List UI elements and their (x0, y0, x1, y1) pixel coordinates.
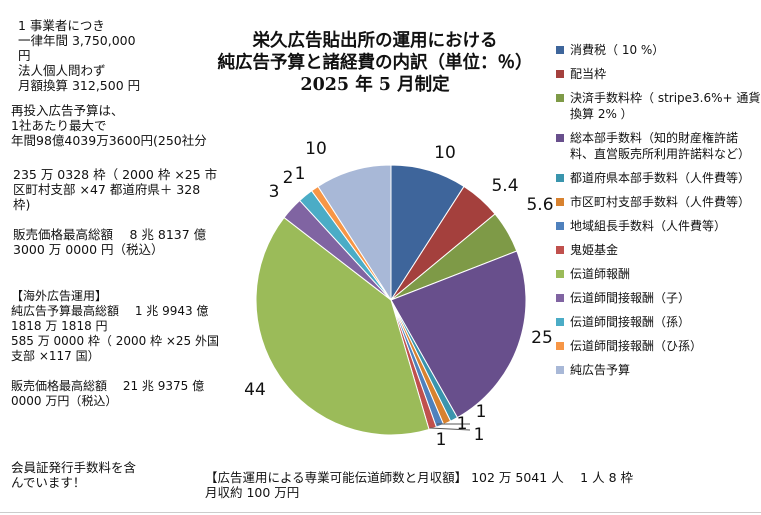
legend-swatch (556, 70, 564, 78)
legend-item: 伝道師報酬 (556, 266, 761, 282)
legend-item: 配当枠 (556, 66, 761, 82)
chart-title: 栄久広告貼出所の運用における 純広告予算と諸経費の内訳（単位：％） 2025 年… (217, 31, 533, 95)
legend-swatch (556, 366, 564, 374)
legend-label: 都道府県本部手数料（人件費等） (570, 171, 751, 185)
pie-slice (390, 250, 527, 419)
legend-item: 都道府県本部手数料（人件費等） (556, 170, 761, 186)
legend-swatch (556, 294, 564, 302)
leader-line (429, 427, 471, 431)
legend-item: 純広告予算 (556, 362, 761, 378)
data-label: 1 (475, 402, 487, 422)
legend-item: 総本部手数料（知的財産権許諾料、直営販売所利用許諾料など） (556, 130, 761, 162)
pie-slice (255, 216, 430, 436)
legend-item: 市区町村支部手数料（人件費等） (556, 194, 761, 210)
legend-item: 伝道師間接報酬（孫） (556, 314, 761, 330)
legend-label: 鬼姫基金 (570, 243, 619, 257)
legend-swatch (556, 46, 564, 54)
legend-item: 伝道師間接報酬（ひ孫） (556, 338, 761, 354)
legend-label: 伝道師報酬 (570, 267, 631, 281)
sales-note: 販売価格最高総額 8 兆 8137 億 3000 万 0000 円（税込） (13, 227, 207, 257)
legend-swatch (556, 174, 564, 182)
data-label: 25 (531, 328, 553, 348)
legend-item: 地域組長手数料（人件費等） (556, 218, 761, 234)
slots-note: 235 万 0328 枠（ 2000 枠 ×25 市 区町村支部 ×47 都道府… (13, 167, 218, 212)
legend-swatch (556, 342, 564, 350)
reinvest-note: 再投入広告予算は、 1社あたり最大で 年間98億4039万3600円(250社分 (11, 103, 207, 148)
data-label: 1 (294, 164, 306, 184)
data-label: 5.6 (526, 195, 554, 215)
data-label: 2 (282, 168, 294, 188)
membership-note: 会員証発行手数料を含 んでいます！ (11, 460, 137, 490)
legend-item: 鬼姫基金 (556, 242, 761, 258)
data-label: 10 (434, 143, 456, 163)
gridline (0, 512, 761, 513)
legend-swatch (556, 222, 564, 230)
legend-label: 伝道師間接報酬（孫） (570, 315, 691, 329)
legend-swatch (556, 270, 564, 278)
overseas-note: 【海外広告運用】 純広告予算最高総額 1 兆 9943 億 1818 万 181… (11, 289, 220, 363)
legend-label: 総本部手数料（知的財産権許諾料、直営販売所利用許諾料など） (570, 131, 751, 161)
data-label: 3 (268, 182, 280, 202)
legend-label: 伝道師間接報酬（ひ孫） (570, 339, 703, 353)
data-label: 5.4 (491, 176, 519, 196)
legend-swatch (556, 134, 564, 142)
data-label: 10 (305, 139, 327, 159)
legend-label: 伝道師間接報酬（子） (570, 291, 691, 305)
legend-swatch (556, 94, 564, 102)
legend-label: 決済手数料枠（ stripe3.6%+ 通貨換算 2% ） (570, 91, 761, 121)
data-label: 1 (456, 414, 468, 434)
fee-note: 1 事業者につき 一律年間 3,750,000 円 法人個人問わず 月額換算 3… (18, 18, 141, 93)
data-label: 1 (473, 425, 485, 445)
legend-swatch (556, 198, 564, 206)
legend-swatch (556, 318, 564, 326)
legend-label: 市区町村支部手数料（人件費等） (570, 195, 751, 209)
legend-label: 配当枠 (570, 67, 607, 81)
legend-label: 純広告予算 (570, 363, 631, 377)
legend: 消費税（ 10 %） 配当枠決済手数料枠（ stripe3.6%+ 通貨換算 2%… (556, 42, 761, 386)
data-label: 1 (435, 430, 447, 450)
legend-item: 決済手数料枠（ stripe3.6%+ 通貨換算 2% ） (556, 90, 761, 122)
data-label: 44 (244, 380, 266, 400)
legend-item: 消費税（ 10 %） (556, 42, 761, 58)
legend-label: 地域組長手数料（人件費等） (570, 219, 727, 233)
bottom-note: 【広告運用による専業可能伝道師数と月収額】 102 万 5041 人 1 人 8… (205, 470, 633, 500)
overseas-sales-note: 販売価格最高総額 21 兆 9375 億 0000 万円（税込） (11, 379, 205, 408)
pie-slice (317, 164, 392, 302)
legend-item: 伝道師間接報酬（子） (556, 290, 761, 306)
legend-swatch (556, 246, 564, 254)
legend-label: 消費税（ 10 %） (570, 43, 665, 57)
